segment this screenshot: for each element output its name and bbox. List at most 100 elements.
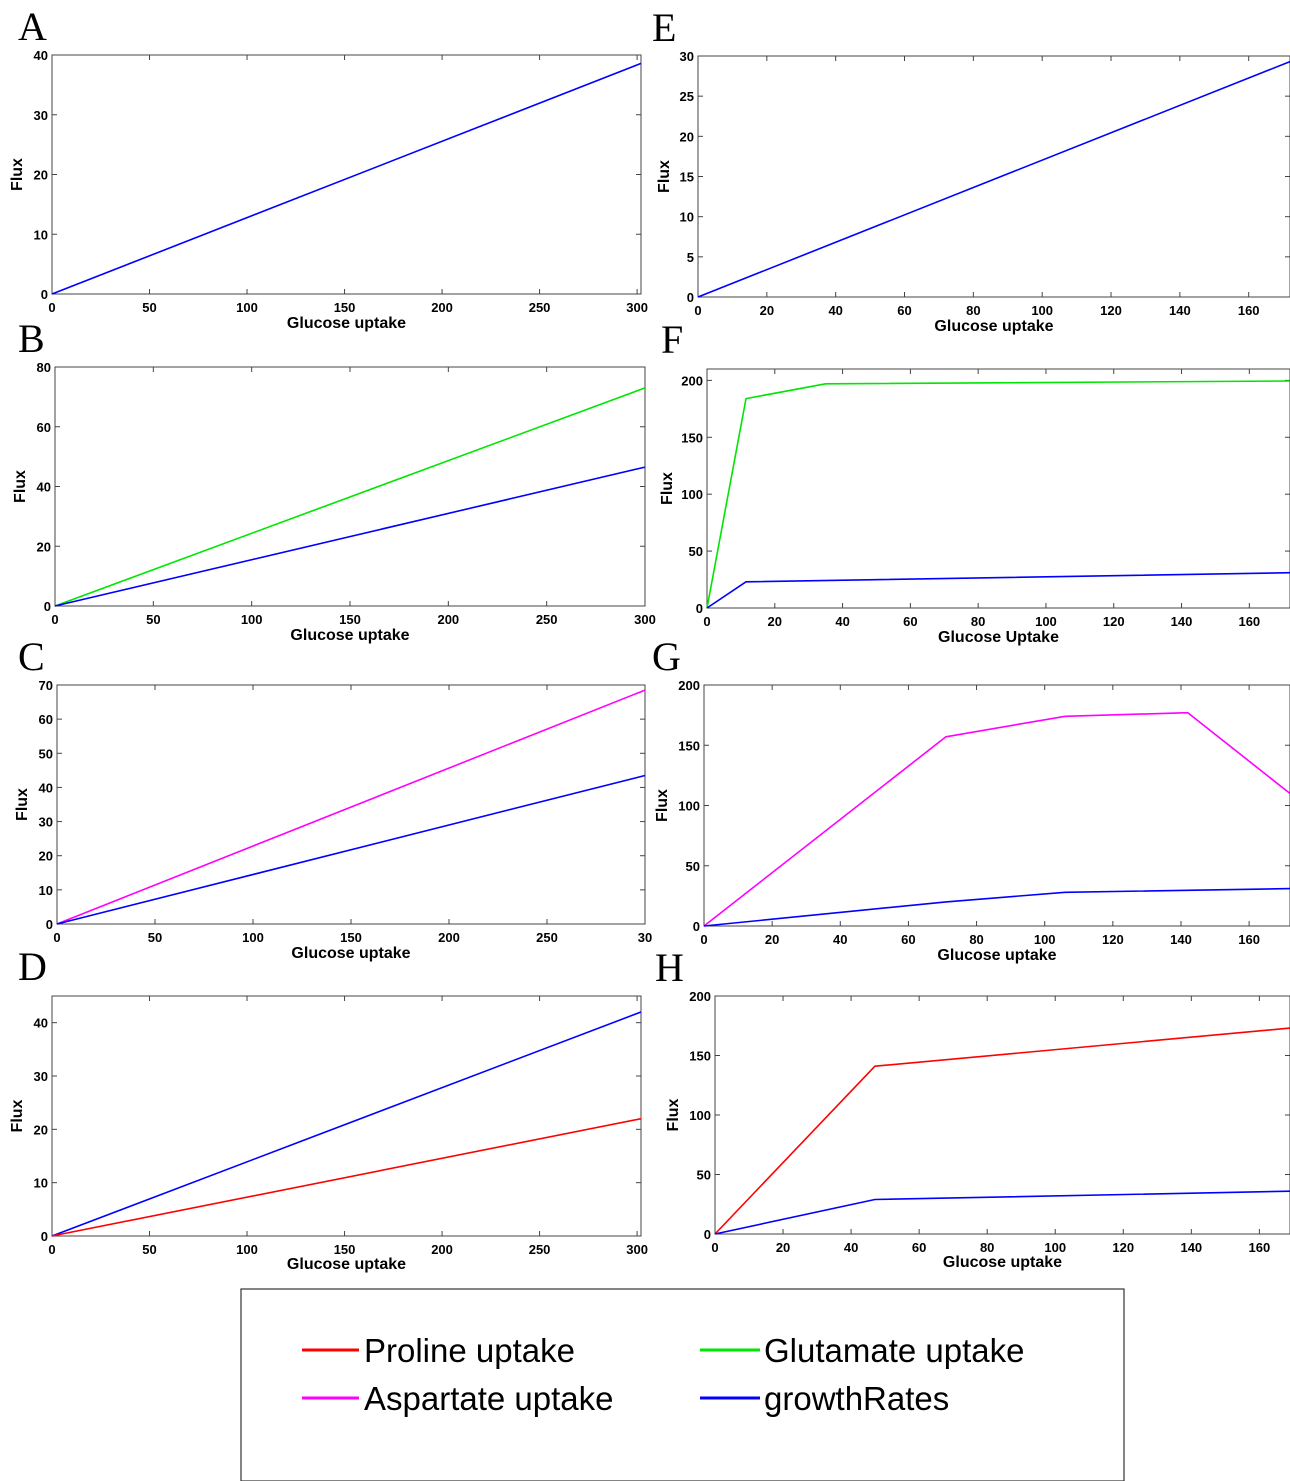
y-tick-label: 20 <box>34 168 48 183</box>
chart-panel-c: C0 50 100 150 200 250 30010203040506070Glucose… <box>14 634 652 962</box>
chart-panel-g: G 0 20 40 60 80 100 120 140 160 0 50 100 150 200 Glucos… <box>652 634 1290 964</box>
plot-frame <box>51 995 642 1237</box>
x-tick-label: 160 <box>1249 1240 1271 1255</box>
chart-panel-h: H 0 20 40 60 80 100 120 140 160 0 50 100 150 200 Glucos… <box>655 945 1290 1271</box>
x-tick-label: 20 <box>768 614 782 629</box>
y-tick-label: 100 <box>689 1108 711 1123</box>
x-tick-label: 100 <box>1031 303 1053 318</box>
x-tick-label: 0 <box>51 612 58 627</box>
x-tick-label: 80 <box>969 932 983 947</box>
y-tick-label: 20 <box>34 1122 48 1137</box>
plot-frame <box>51 54 642 295</box>
y-tick-label: 0 <box>41 287 48 302</box>
x-tick-label: 0 <box>48 1242 55 1257</box>
x-tick-label: 200 <box>431 1242 453 1257</box>
legend-item: Aspartate uptake <box>302 1380 614 1417</box>
x-tick-label: 250 <box>529 300 551 315</box>
x-tick-label: 150 <box>334 1242 356 1257</box>
y-tick-label: 50 <box>39 746 53 761</box>
series-line <box>54 387 646 607</box>
y-tick-label: 25 <box>680 89 694 104</box>
y-axis-label: Flux <box>14 788 31 821</box>
series-line <box>703 887 1290 927</box>
y-tick-label: 0 <box>687 290 694 305</box>
x-tick-label: 30 <box>638 930 652 945</box>
y-tick-label: 150 <box>689 1049 711 1064</box>
panel-letter: D <box>18 944 47 989</box>
x-tick-label: 100 <box>242 930 264 945</box>
x-axis-label: Glucose uptake <box>287 315 406 332</box>
legend-item: growthRates <box>700 1380 949 1417</box>
series-line <box>51 62 642 295</box>
chart-panel-d: D 0 50 100 150 200 250 300 0 10 20 30 40 Glucose upta… <box>9 944 648 1273</box>
y-tick-label: 50 <box>697 1168 711 1183</box>
legend-label: Proline uptake <box>364 1332 575 1369</box>
chart-panel-e: E 0 20 40 60 80 100 120 140 160 0 5 10 15 20 25 30 Glucos… <box>652 5 1290 335</box>
x-tick-label: 0 <box>711 1240 718 1255</box>
y-tick-label: 200 <box>689 989 711 1004</box>
x-tick-label: 80 <box>966 303 980 318</box>
x-tick-label: 120 <box>1112 1240 1134 1255</box>
series-line <box>714 1027 1290 1235</box>
x-axis-label: Glucose uptake <box>287 1256 406 1273</box>
x-tick-label: 160 <box>1238 614 1260 629</box>
x-tick-label: 40 <box>828 303 842 318</box>
x-tick-label: 120 <box>1100 303 1122 318</box>
y-tick-label: 5 <box>687 250 694 265</box>
y-tick-label: 40 <box>37 480 51 495</box>
y-tick-label: 20 <box>39 849 53 864</box>
series-line <box>703 711 1290 927</box>
series-line <box>51 1011 642 1237</box>
x-tick-label: 60 <box>897 303 911 318</box>
panel-letter: C <box>18 634 45 679</box>
x-tick-label: 0 <box>700 932 707 947</box>
x-tick-label: 60 <box>912 1240 926 1255</box>
x-tick-label: 50 <box>146 612 160 627</box>
series-line <box>54 466 646 607</box>
plot-frame <box>714 995 1290 1235</box>
x-tick-label: 60 <box>903 614 917 629</box>
x-tick-label: 100 <box>236 1242 258 1257</box>
x-tick-label: 250 <box>536 612 558 627</box>
series-line <box>697 60 1290 298</box>
y-axis-label: Flux <box>656 160 673 193</box>
y-tick-label: 0 <box>704 1227 711 1242</box>
y-tick-label: 15 <box>680 170 694 185</box>
y-tick-label: 40 <box>34 1016 48 1031</box>
x-tick-label: 20 <box>760 303 774 318</box>
x-axis-label: Glucose Uptake <box>938 629 1059 646</box>
x-tick-label: 100 <box>1044 1240 1066 1255</box>
panel-letter: B <box>18 316 45 361</box>
x-tick-label: 250 <box>536 930 558 945</box>
y-tick-label: 40 <box>34 48 48 63</box>
y-tick-label: 0 <box>693 919 700 934</box>
series-line <box>706 571 1290 609</box>
x-axis-label: Glucose uptake <box>937 947 1056 964</box>
x-tick-label: 140 <box>1171 614 1193 629</box>
x-tick-label: 80 <box>980 1240 994 1255</box>
legend: Proline uptake Glutamate uptake Aspartate … <box>240 1288 1125 1481</box>
y-tick-label: 200 <box>678 678 700 693</box>
x-tick-label: 0 <box>53 930 60 945</box>
x-tick-label: 40 <box>844 1240 858 1255</box>
legend-label: Glutamate uptake <box>764 1332 1025 1369</box>
x-tick-label: 300 <box>634 612 656 627</box>
y-tick-label: 100 <box>678 799 700 814</box>
y-axis-label: Flux <box>654 789 671 822</box>
legend-frame <box>240 1288 1125 1481</box>
x-tick-label: 300 <box>626 1242 648 1257</box>
series-line <box>714 1190 1290 1235</box>
y-tick-label: 70 <box>39 678 53 693</box>
x-tick-label: 50 <box>142 1242 156 1257</box>
x-tick-label: 150 <box>334 300 356 315</box>
x-tick-label: 80 <box>971 614 985 629</box>
panel-letter: F <box>661 317 683 362</box>
chart-panel-b: B 0 50 100 150 200 250 300 0 20 40 60 80 Glucose upta… <box>12 316 656 644</box>
y-tick-label: 80 <box>37 360 51 375</box>
y-tick-label: 150 <box>678 738 700 753</box>
x-tick-label: 140 <box>1170 932 1192 947</box>
x-tick-label: 100 <box>241 612 263 627</box>
y-tick-label: 200 <box>681 373 703 388</box>
x-tick-label: 100 <box>1034 932 1056 947</box>
x-tick-label: 50 <box>142 300 156 315</box>
